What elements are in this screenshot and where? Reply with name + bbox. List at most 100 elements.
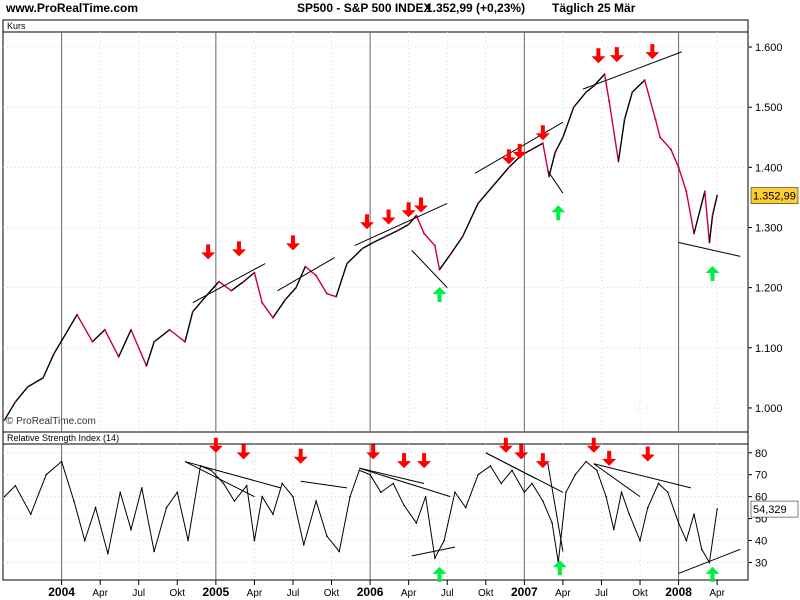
price-point: [716, 194, 719, 197]
rsi-trendline: [359, 467, 425, 484]
price-segment: [153, 329, 171, 343]
rsi-point: [565, 491, 567, 494]
rsi-sell-arrow: [514, 444, 529, 460]
price-point: [423, 232, 426, 235]
rsi-point: [464, 506, 467, 509]
site-name[interactable]: www.ProRealTime.com: [6, 1, 139, 15]
rsi-point: [639, 539, 641, 542]
price-trendline: [192, 263, 266, 304]
price-point: [631, 91, 634, 94]
price-segment: [130, 329, 148, 367]
rsi-point: [253, 539, 256, 542]
rsi-point: [628, 513, 631, 515]
rsi-point: [369, 473, 371, 476]
price-segment: [346, 248, 363, 265]
price-segment: [192, 293, 209, 313]
price-point: [554, 151, 557, 154]
price-buy-arrow: [551, 205, 566, 221]
price-segment: [617, 119, 626, 162]
price-segment: [623, 91, 633, 120]
rsi-point: [454, 491, 456, 494]
rsi-y-tick-label: 70: [755, 470, 767, 482]
rsi-trendline: [359, 467, 451, 498]
x-tick-label: Apr: [247, 588, 263, 599]
price-segment: [608, 101, 620, 162]
rsi-point: [187, 539, 189, 542]
price-segment: [372, 235, 386, 244]
price-panel[interactable]: [2, 19, 749, 433]
rsi-sell-arrow: [417, 453, 432, 469]
price-y-tick-label: 1.300: [755, 222, 783, 234]
rsi-point: [685, 539, 688, 542]
rsi-sell-arrow: [236, 444, 251, 460]
rsi-trendline: [593, 463, 641, 498]
rsi-buy-arrow: [552, 560, 567, 576]
price-sell-arrow: [609, 47, 624, 63]
price-segment: [315, 275, 328, 295]
rsi-point: [107, 552, 109, 555]
rsi-point: [477, 473, 479, 476]
rsi-point: [443, 539, 445, 542]
price-segment: [659, 136, 672, 150]
last-rsi-label: 54,329: [753, 504, 787, 516]
rsi-point: [292, 495, 294, 498]
x-tick-label: Apr: [555, 588, 571, 599]
price-point: [76, 313, 79, 316]
price-point: [415, 214, 418, 217]
price-point: [659, 136, 662, 139]
rsi-point: [523, 491, 526, 494]
rsi-point: [392, 482, 395, 485]
price-segment: [423, 233, 436, 247]
rsi-point: [489, 465, 492, 467]
x-tick-label: 2007: [511, 585, 538, 599]
price-trendline: [277, 257, 335, 292]
price-segment: [548, 152, 556, 177]
rsi-point: [233, 500, 236, 502]
price-segment: [14, 386, 29, 403]
rsi-point: [165, 506, 168, 509]
rsi-point: [500, 482, 503, 485]
price-point: [708, 241, 711, 244]
price-point: [52, 352, 55, 355]
rsi-point: [434, 557, 436, 559]
price-point: [608, 100, 611, 103]
rsi-point: [338, 550, 341, 553]
x-tick-label: 2005: [203, 585, 230, 599]
last-price-badge: [750, 187, 799, 204]
price-point: [230, 289, 233, 292]
price-segment: [397, 223, 410, 232]
price-point: [461, 235, 464, 238]
rsi-buy-arrow: [432, 566, 447, 582]
rsi-point: [141, 487, 143, 489]
rsi-sell-arrow: [640, 446, 655, 462]
price-segment: [3, 401, 16, 421]
rsi-point: [45, 473, 47, 476]
price-segment: [704, 191, 711, 243]
price-buy-arrow: [705, 265, 720, 281]
rsi-sell-arrow: [366, 444, 381, 460]
rsi-sell-arrow: [586, 437, 601, 453]
price-point: [315, 274, 318, 277]
rsi-point: [657, 482, 660, 485]
x-tick-label: 2004: [48, 585, 75, 599]
rsi-y-tick-label: 80: [755, 448, 767, 460]
rsi-point: [222, 482, 225, 485]
rsi-trendline: [485, 452, 537, 480]
price-segment: [573, 91, 587, 108]
rsi-point: [94, 506, 97, 509]
price-y-tick-label: 1.100: [755, 343, 783, 355]
price-sell-arrow: [360, 214, 375, 230]
rsi-trendline: [411, 546, 456, 557]
price-trendline: [411, 250, 448, 288]
price-sell-arrow: [591, 48, 606, 64]
rsi-point: [531, 482, 533, 485]
price-point: [541, 142, 544, 145]
price-point: [693, 232, 696, 235]
chart-header: www.ProRealTime.com SP500 - S&P 500 INDE…: [0, 0, 800, 18]
rsi-point: [73, 500, 75, 502]
rsi-point: [119, 491, 122, 494]
rsi-buy-arrow: [705, 566, 720, 582]
price-segment: [585, 85, 595, 93]
last-price-label: 1.352,99: [753, 191, 796, 203]
